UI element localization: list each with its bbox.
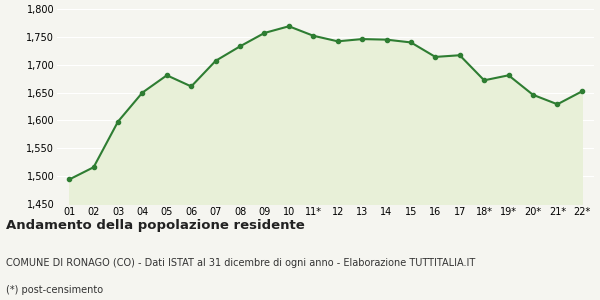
Text: (*) post-censimento: (*) post-censimento (6, 285, 103, 295)
Text: Andamento della popolazione residente: Andamento della popolazione residente (6, 219, 305, 232)
Text: COMUNE DI RONAGO (CO) - Dati ISTAT al 31 dicembre di ogni anno - Elaborazione TU: COMUNE DI RONAGO (CO) - Dati ISTAT al 31… (6, 258, 475, 268)
